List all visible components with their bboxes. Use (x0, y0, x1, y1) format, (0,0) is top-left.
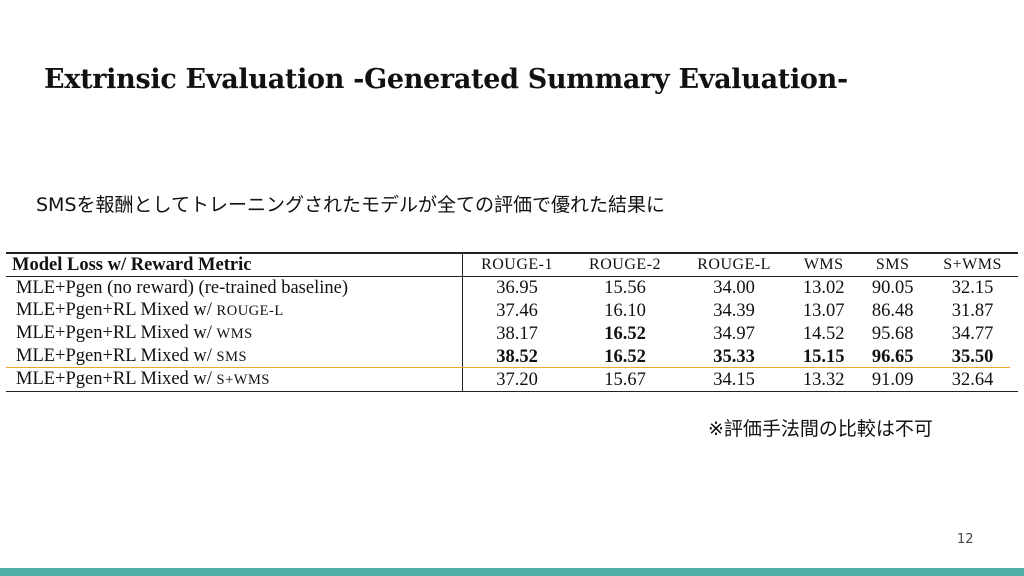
row-model-name: MLE+Pgen+RL Mixed w/ SMS (6, 345, 463, 368)
page-number: 12 (957, 532, 974, 547)
row-reward-metric: WMS (216, 326, 253, 342)
cell-sms: 95.68 (871, 323, 914, 344)
table-row: MLE+Pgen+RL Mixed w/ ROUGE-L 37.46 16.10… (6, 299, 1018, 322)
header-model: Model Loss w/ Reward Metric (6, 253, 463, 277)
results-table: Model Loss w/ Reward Metric ROUGE-1 ROUG… (6, 252, 1018, 392)
row-model-text: MLE+Pgen+RL Mixed w/ (16, 323, 217, 343)
header-rouge-l: ROUGE-L (678, 253, 790, 277)
cell-rouge-l: 35.33 (713, 346, 755, 367)
cell-rouge-1: 38.17 (496, 323, 538, 344)
table-row: MLE+Pgen+RL Mixed w/ WMS 38.17 16.52 34.… (6, 322, 1018, 345)
slide-subtitle: SMSを報酬としてトレーニングされたモデルが全ての評価で優れた結果に (36, 194, 665, 216)
cell-rouge-l: 34.39 (713, 300, 755, 321)
cell-s-wms: 34.77 (951, 323, 994, 344)
row-model-name: MLE+Pgen (no reward) (re-trained baselin… (6, 276, 463, 299)
slide-title: Extrinsic Evaluation -Generated Summary … (44, 64, 848, 95)
cell-wms: 13.32 (802, 369, 845, 390)
row-reward-metric: S+WMS (216, 372, 270, 388)
cell-rouge-l: 34.15 (713, 369, 755, 390)
table-row: MLE+Pgen (no reward) (re-trained baselin… (6, 276, 1018, 299)
header-s-wms: S+WMS (927, 253, 1018, 277)
cell-wms: 13.02 (802, 278, 845, 298)
cell-rouge-2: 16.52 (604, 346, 646, 367)
row-model-text: MLE+Pgen (no reward) (re-trained baselin… (16, 278, 348, 298)
table-header-row: Model Loss w/ Reward Metric ROUGE-1 ROUG… (6, 253, 1018, 277)
cell-rouge-l: 34.00 (713, 278, 755, 298)
header-wms: WMS (789, 253, 859, 277)
row-model-name: MLE+Pgen+RL Mixed w/ WMS (6, 322, 463, 345)
cell-s-wms: 32.64 (951, 369, 994, 390)
cell-rouge-2: 16.10 (604, 300, 646, 321)
cell-s-wms: 32.15 (951, 278, 994, 298)
cell-sms: 96.65 (871, 346, 914, 367)
cell-sms: 90.05 (871, 278, 914, 298)
cell-rouge-1: 36.95 (496, 278, 538, 298)
cell-sms: 91.09 (871, 369, 914, 390)
highlight-underline (6, 367, 1010, 368)
cell-s-wms: 31.87 (951, 300, 994, 321)
cell-wms: 14.52 (802, 323, 845, 344)
cell-s-wms: 35.50 (951, 346, 994, 367)
row-model-text: MLE+Pgen+RL Mixed w/ (16, 369, 217, 389)
cell-wms: 13.07 (802, 300, 845, 321)
table-row: MLE+Pgen+RL Mixed w/ S+WMS 37.20 15.67 3… (6, 368, 1018, 392)
cell-rouge-1: 38.52 (496, 346, 538, 367)
header-rouge-2: ROUGE-2 (571, 253, 679, 277)
row-model-text: MLE+Pgen+RL Mixed w/ (16, 346, 217, 366)
row-reward-metric: SMS (216, 349, 248, 365)
row-model-name: MLE+Pgen+RL Mixed w/ S+WMS (6, 368, 463, 392)
header-sms: SMS (858, 253, 928, 277)
cell-rouge-2: 16.52 (604, 323, 646, 344)
comparison-note: ※評価手法間の比較は不可 (708, 418, 933, 440)
cell-wms: 15.15 (802, 346, 845, 367)
row-model-name: MLE+Pgen+RL Mixed w/ ROUGE-L (6, 299, 463, 322)
header-rouge-1: ROUGE-1 (462, 253, 572, 277)
results-table-container: Model Loss w/ Reward Metric ROUGE-1 ROUG… (6, 252, 1018, 392)
cell-sms: 86.48 (871, 300, 914, 321)
cell-rouge-2: 15.67 (604, 369, 646, 390)
footer-bar (0, 568, 1024, 576)
row-model-text: MLE+Pgen+RL Mixed w/ (16, 300, 217, 320)
table-row: MLE+Pgen+RL Mixed w/ SMS 38.52 16.52 35.… (6, 345, 1018, 368)
cell-rouge-1: 37.20 (496, 369, 538, 390)
cell-rouge-l: 34.97 (713, 323, 755, 344)
cell-rouge-2: 15.56 (604, 278, 646, 298)
cell-rouge-1: 37.46 (496, 300, 538, 321)
row-reward-metric: ROUGE-L (216, 303, 284, 319)
